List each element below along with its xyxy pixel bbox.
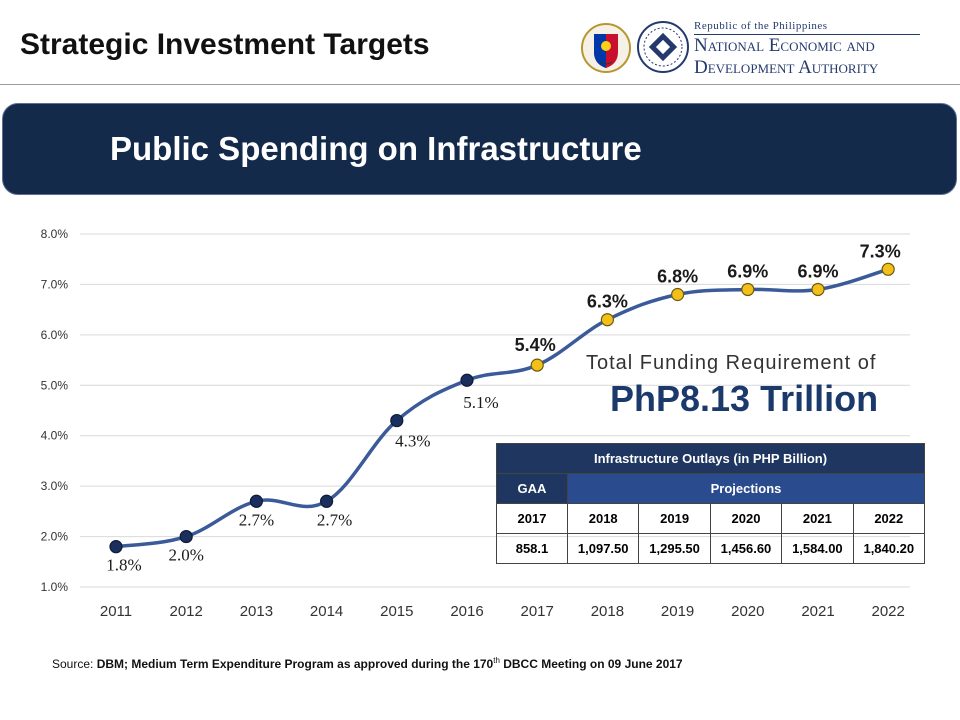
data-label: 5.1% — [463, 393, 498, 412]
value-cell: 1,456.60 — [709, 533, 783, 564]
x-tick-label: 2020 — [731, 603, 764, 620]
y-tick-label: 7.0% — [41, 277, 69, 291]
source-note: Source: DBM; Medium Term Expenditure Pro… — [52, 656, 683, 671]
data-label: 6.3% — [587, 292, 628, 312]
data-point — [741, 282, 755, 297]
value-cell: 1,295.50 — [638, 533, 711, 564]
title-banner — [2, 103, 957, 195]
data-point — [530, 358, 544, 372]
year-cell: 2019 — [638, 503, 711, 534]
data-label: 6.8% — [657, 267, 698, 287]
x-tick-label: 2017 — [521, 603, 554, 620]
neda-wordmark: Republic of the Philippines National Eco… — [694, 20, 920, 79]
data-label: 2.0% — [168, 546, 203, 565]
data-label: 5.4% — [515, 335, 556, 355]
x-tick-label: 2016 — [450, 603, 483, 620]
y-tick-label: 2.0% — [41, 530, 69, 544]
presidential-seal-logo — [581, 23, 631, 73]
data-point — [320, 494, 334, 508]
data-label: 6.9% — [727, 261, 768, 281]
data-point — [811, 282, 825, 297]
data-point — [670, 287, 685, 302]
value-cell: 1,840.20 — [852, 533, 926, 564]
slide-title: Strategic Investment Targets — [20, 28, 430, 61]
outlays-table: Infrastructure Outlays (in PHP Billion) … — [496, 443, 926, 564]
funding-value: PhP8.13 Trillion — [610, 378, 879, 419]
table-year-row: 2017 2018 2019 2020 2021 2022 — [496, 503, 926, 534]
table-value-row: 858.1 1,097.50 1,295.50 1,456.60 1,584.0… — [496, 533, 926, 564]
y-tick-label: 4.0% — [41, 429, 69, 443]
projections-header: Projections — [567, 473, 925, 504]
data-label: 4.3% — [395, 432, 430, 451]
data-point — [600, 313, 615, 327]
x-tick-label: 2011 — [100, 603, 132, 620]
source-text-b: DBCC Meeting on 09 June 2017 — [499, 657, 683, 671]
gaa-header: GAA — [496, 473, 568, 504]
x-tick-label: 2014 — [310, 603, 343, 620]
neda-seal-logo — [637, 21, 689, 73]
x-tick-label: 2012 — [170, 603, 203, 620]
x-tick-label: 2019 — [661, 603, 694, 620]
data-label: 6.9% — [797, 261, 838, 281]
table-title-row: Infrastructure Outlays (in PHP Billion) — [496, 443, 925, 474]
year-cell: 2017 — [496, 503, 568, 534]
header-divider — [0, 84, 960, 85]
value-cell: 858.1 — [496, 533, 568, 564]
y-tick-label: 6.0% — [41, 328, 69, 342]
year-cell: 2020 — [709, 503, 783, 534]
year-cell: 2021 — [781, 503, 854, 534]
y-tick-label: 1.0% — [41, 580, 69, 594]
source-text-a: DBM; Medium Term Expenditure Program as … — [96, 657, 494, 671]
x-tick-label: 2018 — [591, 603, 624, 620]
year-cell: 2022 — [852, 503, 926, 534]
org-line-3: Development Authority — [694, 57, 879, 78]
data-point — [109, 540, 123, 554]
table-group-row: GAA Projections — [496, 473, 925, 504]
data-point — [390, 413, 404, 428]
data-point — [460, 373, 474, 387]
source-superscript: th — [493, 656, 500, 665]
data-point — [881, 262, 895, 276]
data-point — [249, 494, 263, 508]
org-line-1: Republic of the Philippines — [694, 20, 920, 35]
year-cell: 2018 — [566, 503, 640, 534]
x-tick-label: 2021 — [801, 603, 834, 620]
y-tick-label: 5.0% — [41, 378, 69, 392]
y-tick-label: 8.0% — [41, 227, 69, 241]
data-label: 1.8% — [106, 556, 141, 575]
x-tick-label: 2015 — [380, 603, 413, 620]
value-cell: 1,097.50 — [566, 533, 640, 564]
table-title: Infrastructure Outlays (in PHP Billion) — [496, 443, 925, 474]
funding-label: Total Funding Requirement of — [586, 352, 877, 374]
data-point — [179, 529, 193, 544]
org-line-2: National Economic and — [694, 35, 875, 56]
value-cell: 1,584.00 — [781, 533, 854, 564]
banner-title: Public Spending on Infrastructure — [110, 130, 642, 167]
x-tick-label: 2022 — [872, 603, 905, 620]
x-tick-label: 2013 — [240, 603, 273, 620]
infrastructure-spending-chart: 1.0% 2.0% 3.0% 4.0% 5.0% 6.0% 7.0% 8.0% 2011 2012… — [41, 227, 910, 620]
y-tick-label: 3.0% — [41, 479, 69, 493]
data-label: 7.3% — [860, 241, 901, 261]
data-label: 2.7% — [317, 510, 352, 529]
data-label: 2.7% — [239, 510, 274, 529]
source-prefix: Source: — [52, 657, 97, 671]
